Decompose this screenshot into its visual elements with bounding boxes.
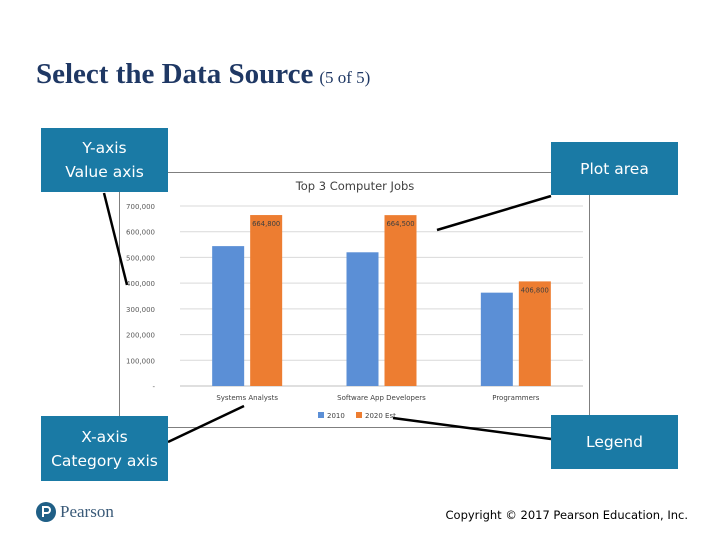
- y-tick-label: 100,000: [126, 357, 155, 365]
- legend-label: 2010: [327, 412, 345, 420]
- slide-title: Select the Data Source (5 of 5): [36, 58, 370, 91]
- data-label: 664,500: [386, 220, 414, 228]
- y-tick-label: 300,000: [126, 306, 155, 314]
- x-tick-label: Programmers: [492, 394, 540, 402]
- data-label: 664,800: [252, 220, 280, 228]
- bar-2010: [480, 292, 513, 386]
- chart-frame: Top 3 Computer Jobs - 100,000 200,000 300,00…: [119, 172, 590, 428]
- callout-y-axis: Y-axis Value axis: [41, 128, 168, 192]
- legend-swatch: [356, 412, 362, 418]
- x-tick-label: Systems Analysts: [216, 394, 278, 402]
- copyright-notice: Copyright © 2017 Pearson Education, Inc.: [445, 508, 689, 522]
- bar-2010: [212, 246, 245, 386]
- chart-title: Top 3 Computer Jobs: [295, 179, 415, 193]
- y-tick-label: 600,000: [126, 229, 155, 237]
- y-tick-label: 500,000: [126, 254, 155, 262]
- y-tick-label: 200,000: [126, 332, 155, 340]
- pearson-p-icon: [36, 502, 56, 522]
- bar-2010: [346, 252, 379, 386]
- bar-chart: Top 3 Computer Jobs - 100,000 200,000 300,00…: [126, 179, 583, 420]
- bar-2020-est-: [250, 215, 283, 386]
- y-tick-label: -: [152, 383, 155, 391]
- x-tick-label: Software App Developers: [337, 394, 426, 402]
- slide-title-text: Select the Data Source: [36, 58, 314, 90]
- y-tick-label: 700,000: [126, 203, 155, 211]
- y-tick-label: 400,000: [126, 280, 155, 288]
- callout-legend: Legend: [551, 415, 678, 469]
- bar-2020-est-: [518, 281, 551, 386]
- callout-plot-area: Plot area: [551, 142, 678, 195]
- legend-swatch: [318, 412, 324, 418]
- slide-title-suffix: (5 of 5): [319, 68, 371, 87]
- bar-2020-est-: [384, 215, 417, 386]
- pearson-logo: Pearson: [36, 502, 114, 522]
- callout-x-axis: X-axis Category axis: [41, 416, 168, 481]
- pearson-logo-text: Pearson: [60, 502, 114, 521]
- data-label: 406,800: [521, 286, 549, 294]
- legend-label: 2020 Est: [365, 412, 396, 420]
